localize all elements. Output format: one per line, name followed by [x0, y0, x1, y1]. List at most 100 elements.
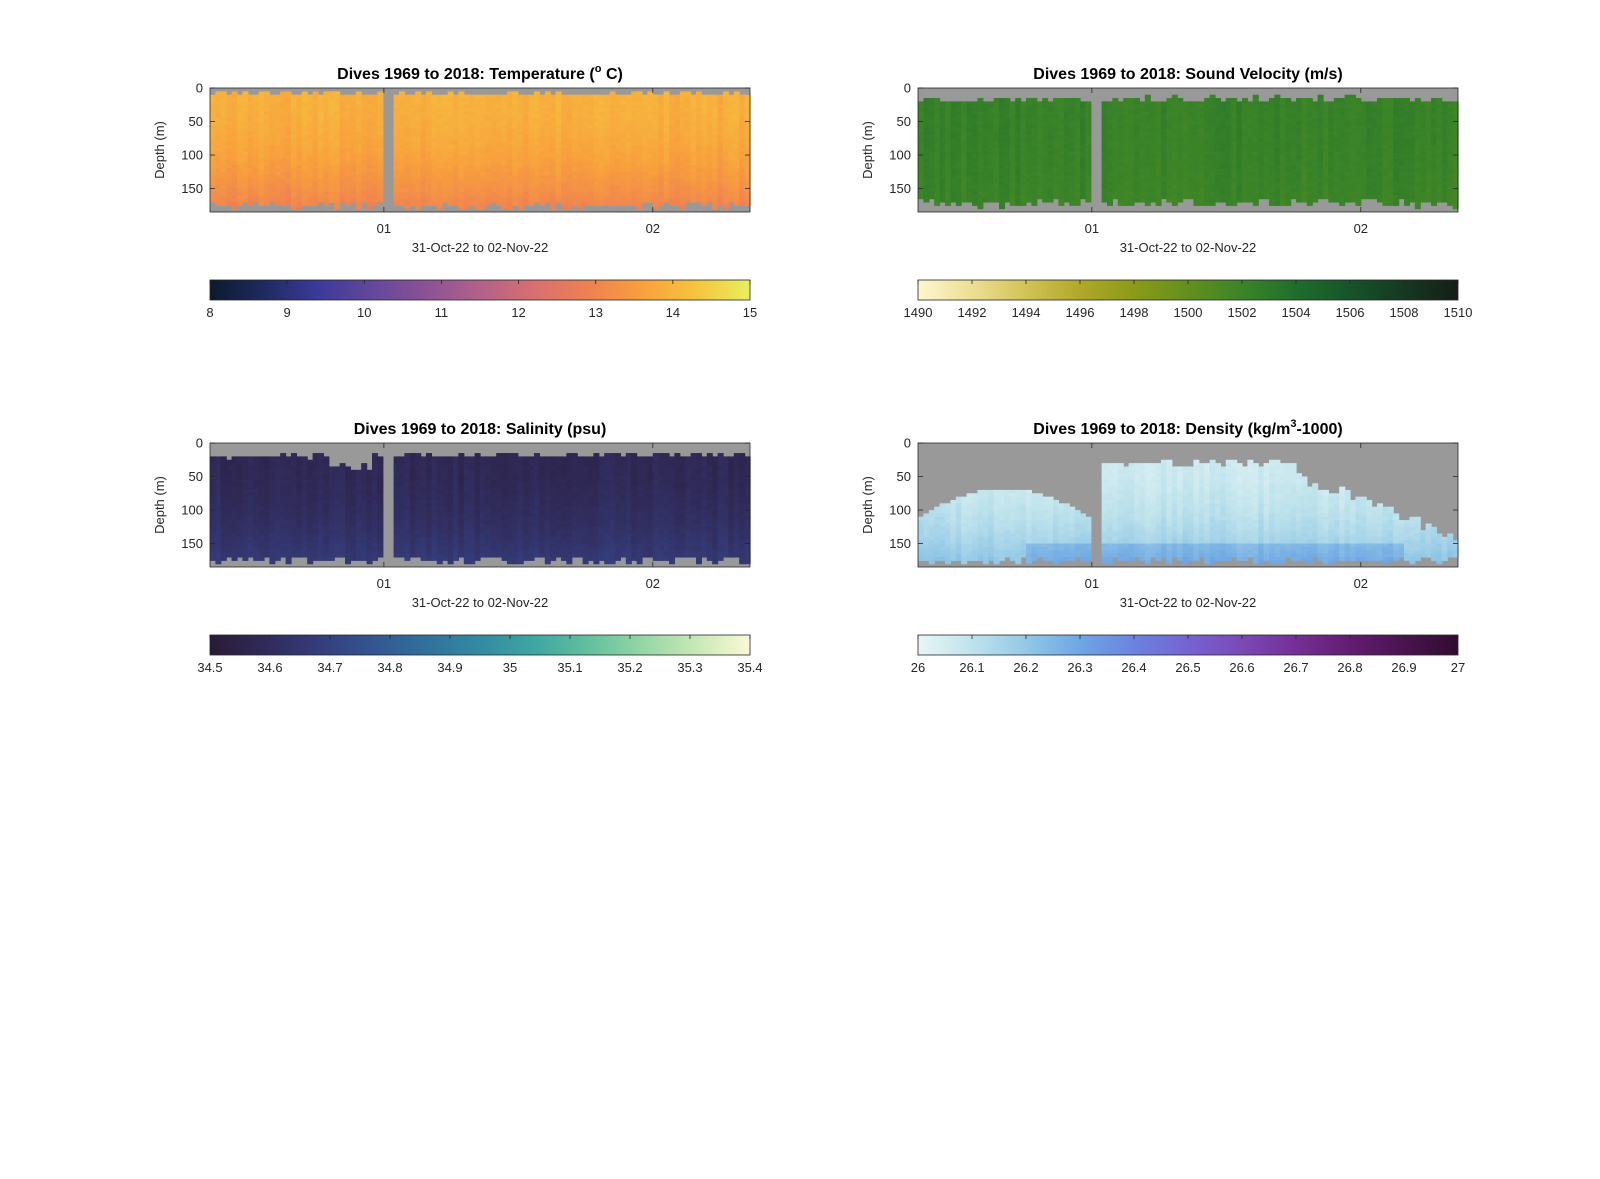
heatmap-cell: [566, 101, 573, 106]
heatmap-cell: [307, 94, 314, 99]
heatmap-cell: [528, 108, 535, 113]
heatmap-cell: [674, 104, 681, 109]
heatmap-cell: [274, 101, 281, 106]
heatmap-cell: [523, 108, 530, 113]
heatmap-cell: [231, 181, 238, 186]
heatmap-cell: [318, 138, 324, 143]
heatmap-cell: [539, 171, 546, 176]
heatmap-cell: [339, 161, 346, 166]
heatmap-cell: [242, 134, 249, 139]
heatmap-cell: [339, 165, 346, 170]
heatmap-cell: [474, 108, 481, 113]
heatmap-cell: [945, 198, 951, 203]
heatmap-cell: [1069, 181, 1076, 186]
heatmap-cell: [1139, 141, 1146, 146]
heatmap-cell: [950, 171, 957, 176]
heatmap-cell: [561, 205, 567, 210]
heatmap-cell: [1031, 141, 1038, 146]
heatmap-cell: [318, 171, 324, 176]
heatmap-cell: [1193, 171, 1200, 176]
heatmap-cell: [999, 124, 1005, 129]
heatmap-cell: [712, 121, 719, 126]
heatmap-cell: [663, 158, 670, 163]
heatmap-cell: [1101, 128, 1108, 133]
heatmap-cell: [555, 98, 562, 102]
heatmap-cell: [258, 134, 265, 139]
heatmap-cell: [523, 98, 530, 102]
heatmap-cell: [539, 118, 546, 123]
heatmap-cell: [625, 94, 632, 99]
heatmap-cell: [928, 141, 935, 146]
heatmap-cell: [555, 175, 562, 180]
heatmap-cell: [1182, 175, 1189, 180]
heatmap-cell: [966, 114, 973, 119]
heatmap-cell: [733, 114, 740, 119]
heatmap-cell: [269, 175, 276, 180]
heatmap-cell: [393, 124, 400, 129]
heatmap-cell: [1171, 94, 1178, 99]
heatmap-cell: [701, 141, 708, 146]
heatmap-cell: [1107, 175, 1113, 180]
heatmap-cell: [1047, 171, 1054, 176]
heatmap-cell: [242, 118, 249, 123]
heatmap-cell: [1209, 138, 1216, 143]
heatmap-cell: [274, 158, 281, 163]
heatmap-cell: [631, 181, 638, 186]
heatmap-cell: [723, 91, 729, 96]
heatmap-cell: [1047, 148, 1054, 153]
heatmap-cell: [993, 124, 1000, 129]
heatmap-cell: [1101, 138, 1108, 143]
heatmap-cell: [999, 101, 1005, 106]
heatmap-cell: [1150, 161, 1157, 166]
heatmap-cell: [436, 158, 443, 163]
heatmap-cell: [1107, 121, 1113, 126]
heatmap-cell: [490, 134, 497, 139]
heatmap-cell: [280, 108, 287, 113]
heatmap-cell: [1085, 101, 1092, 106]
heatmap-cell: [420, 128, 427, 133]
heatmap-cell: [258, 91, 265, 96]
heatmap-cell: [534, 175, 540, 180]
heatmap-cell: [285, 178, 292, 183]
heatmap-cell: [285, 121, 292, 126]
heatmap-cell: [577, 175, 584, 180]
heatmap-cell: [669, 98, 675, 102]
heatmap-cell: [409, 175, 416, 180]
heatmap-cell: [366, 171, 373, 176]
heatmap-cell: [274, 128, 281, 133]
heatmap-cell: [1177, 101, 1184, 106]
heatmap-cell: [1171, 141, 1178, 146]
heatmap-cell: [615, 161, 621, 166]
heatmap-cell: [339, 124, 346, 129]
heatmap-cell: [226, 144, 233, 149]
heatmap-cell: [1020, 181, 1027, 186]
heatmap-cell: [950, 128, 957, 133]
heatmap-cell: [242, 181, 249, 186]
heatmap-cell: [431, 195, 438, 200]
heatmap-cell: [1150, 121, 1157, 126]
heatmap-cell: [220, 144, 227, 149]
heatmap-cell: [539, 94, 546, 99]
heatmap-cell: [555, 131, 562, 136]
heatmap-cell: [550, 171, 557, 176]
heatmap-cell: [436, 185, 443, 190]
heatmap-cell: [999, 185, 1005, 190]
heatmap-cell: [334, 201, 341, 206]
heatmap-cell: [323, 178, 330, 183]
heatmap-cell: [442, 185, 449, 190]
heatmap-cell: [696, 101, 702, 106]
heatmap-cell: [328, 144, 335, 149]
heatmap-cell: [593, 175, 600, 180]
heatmap-cell: [361, 104, 368, 109]
heatmap-cell: [577, 155, 584, 159]
heatmap-cell: [1144, 171, 1151, 176]
heatmap-cell: [999, 141, 1005, 146]
heatmap-cell: [474, 155, 481, 159]
heatmap-cell: [690, 98, 697, 102]
heatmap-cells: [918, 94, 1459, 210]
heatmap-cell: [253, 114, 260, 119]
heatmap-cell: [744, 144, 751, 149]
heatmap-cell: [1198, 101, 1205, 106]
heatmap-cell: [577, 131, 584, 136]
heatmap-cell: [1101, 124, 1108, 129]
